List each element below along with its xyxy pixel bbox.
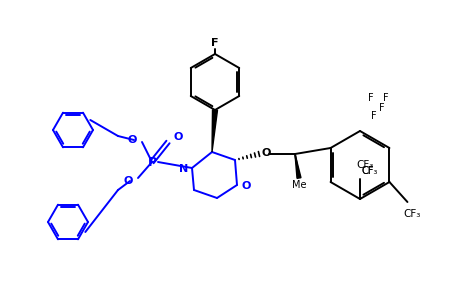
Text: O: O: [124, 176, 133, 186]
Text: P: P: [147, 156, 156, 169]
Text: N: N: [179, 164, 188, 174]
Text: F: F: [379, 103, 385, 113]
Text: O: O: [241, 181, 250, 191]
Text: F: F: [211, 38, 219, 48]
Text: O: O: [128, 135, 137, 145]
Text: CF: CF: [362, 166, 375, 176]
Text: CF₃: CF₃: [404, 209, 421, 219]
Polygon shape: [295, 154, 301, 178]
Text: F: F: [371, 111, 377, 121]
Text: O: O: [173, 132, 182, 142]
Text: Me: Me: [292, 180, 306, 190]
Text: F   F: F F: [368, 93, 388, 103]
Text: CF₃: CF₃: [357, 160, 374, 170]
Polygon shape: [212, 110, 218, 152]
Text: CF₃: CF₃: [362, 166, 378, 176]
Text: O: O: [262, 148, 271, 158]
